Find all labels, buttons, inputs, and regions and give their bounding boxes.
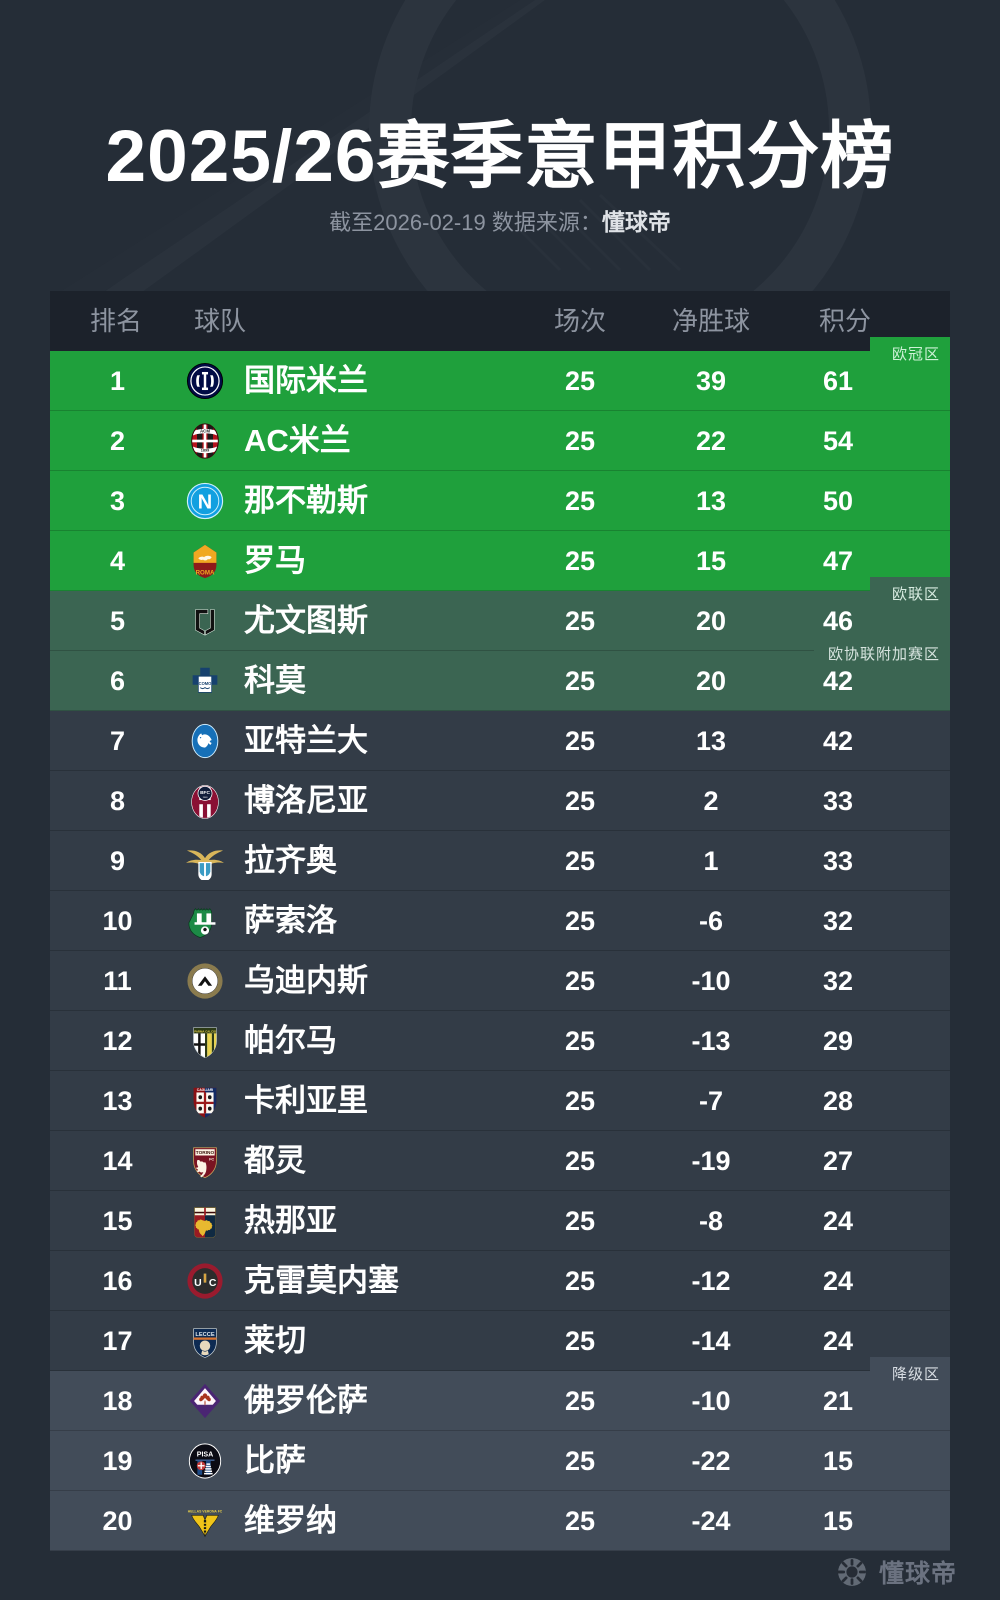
svg-text:TORINO: TORINO [196, 1150, 215, 1156]
svg-text:FC: FC [209, 1158, 214, 1162]
svg-text:1899: 1899 [201, 448, 209, 452]
svg-text:PISA: PISA [197, 1451, 214, 1459]
svg-text:ROMA: ROMA [196, 569, 215, 576]
svg-text:HELLAS VERONA FC: HELLAS VERONA FC [188, 1509, 223, 1513]
svg-text:COMO: COMO [199, 681, 212, 686]
svg-text:N: N [198, 492, 212, 514]
svg-text:CAGLIARI: CAGLIARI [197, 1088, 214, 1092]
svg-text:PARMA: PARMA [194, 1029, 204, 1033]
svg-text:1909: 1909 [203, 797, 209, 799]
svg-text:BFC: BFC [200, 790, 210, 796]
svg-text:LECCE: LECCE [195, 1332, 214, 1338]
svg-text:U: U [194, 1278, 202, 1289]
svg-text:CALCIO: CALCIO [205, 1029, 217, 1033]
svg-text:ACM: ACM [200, 429, 210, 434]
svg-text:C: C [209, 1278, 217, 1289]
